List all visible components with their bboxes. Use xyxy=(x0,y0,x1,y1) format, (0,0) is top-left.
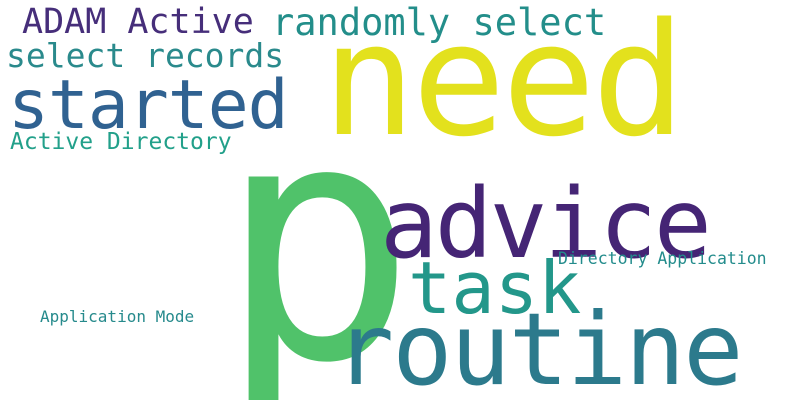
word-routine: routine xyxy=(334,291,743,400)
word-p: p xyxy=(218,51,417,400)
word-active-directory: Active Directory xyxy=(10,129,232,155)
word-started: started xyxy=(8,66,289,145)
word-randomly-select: randomly select xyxy=(272,1,607,44)
word-directory-application: Directory Application xyxy=(558,249,767,268)
word-advice: advice xyxy=(380,168,712,280)
word-select-records: select records xyxy=(6,36,285,75)
word-task: task xyxy=(408,246,582,330)
word-application-mode: Application Mode xyxy=(40,307,195,326)
word-adam-active: ADAM Active xyxy=(22,2,254,42)
word-need: need xyxy=(322,0,686,171)
